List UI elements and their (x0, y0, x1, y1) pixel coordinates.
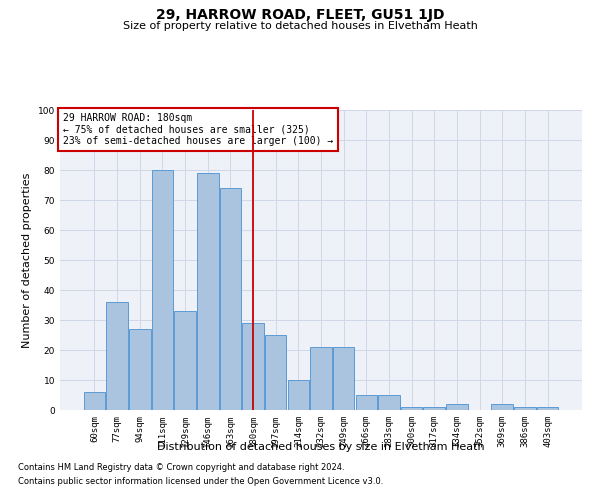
Bar (265, 335, 286, 410)
Bar (310, 347, 332, 410)
Text: 29, HARROW ROAD, FLEET, GU51 1JD: 29, HARROW ROAD, FLEET, GU51 1JD (156, 8, 444, 22)
Text: Contains public sector information licensed under the Open Government Licence v3: Contains public sector information licen… (18, 477, 383, 486)
Text: Size of property relative to detached houses in Elvetham Heath: Size of property relative to detached ho… (122, 21, 478, 31)
Bar (242, 323, 264, 410)
Bar (220, 188, 241, 410)
Text: Distribution of detached houses by size in Elvetham Heath: Distribution of detached houses by size … (157, 442, 485, 452)
Bar (424, 407, 445, 410)
Bar (84, 392, 105, 410)
Text: 29 HARROW ROAD: 180sqm
← 75% of detached houses are smaller (325)
23% of semi-de: 29 HARROW ROAD: 180sqm ← 75% of detached… (62, 113, 333, 146)
Bar (333, 347, 355, 410)
Bar (514, 407, 536, 410)
Bar (356, 395, 377, 410)
Bar (129, 329, 151, 410)
Bar (401, 407, 422, 410)
Bar (106, 302, 128, 410)
Bar (491, 404, 513, 410)
Bar (446, 404, 467, 410)
Bar (197, 173, 218, 410)
Bar (152, 170, 173, 410)
Y-axis label: Number of detached properties: Number of detached properties (22, 172, 32, 348)
Bar (378, 395, 400, 410)
Bar (175, 311, 196, 410)
Bar (287, 380, 309, 410)
Bar (537, 407, 558, 410)
Text: Contains HM Land Registry data © Crown copyright and database right 2024.: Contains HM Land Registry data © Crown c… (18, 464, 344, 472)
